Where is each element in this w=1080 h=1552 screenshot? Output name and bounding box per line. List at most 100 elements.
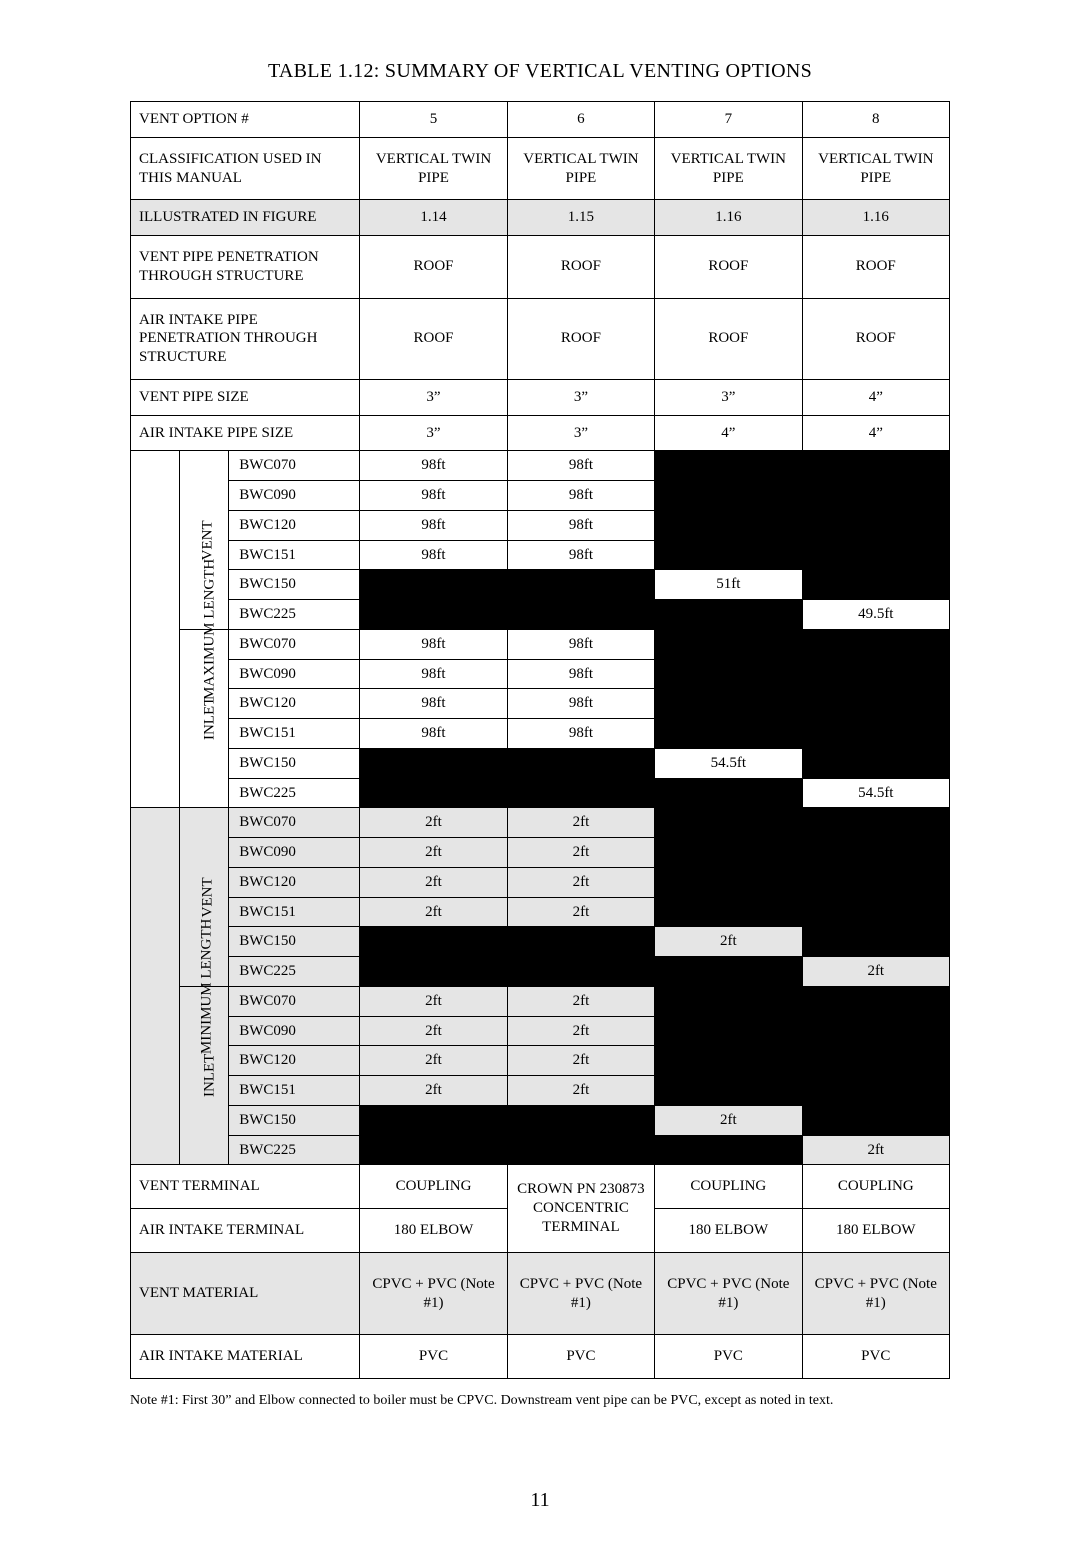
- label-vent-penetration: VENT PIPE PENETRATION THROUGH STRUCTURE: [131, 236, 360, 299]
- cell: [802, 748, 949, 778]
- model-cell: BWC225: [229, 778, 360, 808]
- cell: CPVC + PVC (Note #1): [802, 1252, 949, 1335]
- cell: [802, 1046, 949, 1076]
- cell: 3”: [360, 415, 507, 451]
- table-row: INLETBWC07098ft98ft: [131, 629, 950, 659]
- cell: 98ft: [507, 510, 654, 540]
- cell: ROOF: [655, 298, 802, 379]
- row-air-size: AIR INTAKE PIPE SIZE 3” 3” 4” 4”: [131, 415, 950, 451]
- cell: [507, 927, 654, 957]
- cell: 3”: [655, 379, 802, 415]
- cell: 1.14: [360, 200, 507, 236]
- cell: 1.15: [507, 200, 654, 236]
- model-cell: BWC120: [229, 1046, 360, 1076]
- cell: PVC: [655, 1335, 802, 1379]
- cell: [360, 1135, 507, 1165]
- model-cell: BWC070: [229, 629, 360, 659]
- table-title: TABLE 1.12: SUMMARY OF VERTICAL VENTING …: [130, 60, 950, 83]
- cell: 98ft: [507, 481, 654, 511]
- table-row: INLETBWC0702ft2ft: [131, 986, 950, 1016]
- cell: 98ft: [360, 719, 507, 749]
- cell: [655, 1135, 802, 1165]
- row-air-material: AIR INTAKE MATERIAL PVC PVC PVC PVC: [131, 1335, 950, 1379]
- cell: [360, 778, 507, 808]
- cell: 98ft: [507, 629, 654, 659]
- cell: CPVC + PVC (Note #1): [655, 1252, 802, 1335]
- model-cell: BWC150: [229, 1105, 360, 1135]
- model-cell: BWC070: [229, 451, 360, 481]
- cell: COUPLING: [360, 1165, 507, 1209]
- row-vent-size: VENT PIPE SIZE 3” 3” 3” 4”: [131, 379, 950, 415]
- cell: 3”: [507, 415, 654, 451]
- table-row: BWC0902ft2ft: [131, 1016, 950, 1046]
- label-air-material: AIR INTAKE MATERIAL: [131, 1335, 360, 1379]
- cell: 54.5ft: [655, 748, 802, 778]
- cell: ROOF: [655, 236, 802, 299]
- label-illustrated: ILLUSTRATED IN FIGURE: [131, 200, 360, 236]
- model-cell: BWC150: [229, 570, 360, 600]
- cell: [655, 1016, 802, 1046]
- cell: [655, 689, 802, 719]
- table-row: BWC1512ft2ft: [131, 897, 950, 927]
- cell: [507, 570, 654, 600]
- model-cell: BWC090: [229, 1016, 360, 1046]
- table-row: BWC1202ft2ft: [131, 1046, 950, 1076]
- cell: [655, 986, 802, 1016]
- cell: 6: [507, 102, 654, 138]
- table-row: BWC1202ft2ft: [131, 867, 950, 897]
- table-row: BWC15198ft98ft: [131, 540, 950, 570]
- cell: ROOF: [360, 236, 507, 299]
- cell: [360, 600, 507, 630]
- cell: [802, 986, 949, 1016]
- cell: [655, 867, 802, 897]
- cell: [655, 778, 802, 808]
- cell: 2ft: [507, 808, 654, 838]
- cell: 98ft: [360, 451, 507, 481]
- cell: COUPLING: [802, 1165, 949, 1209]
- row-vent-terminal: VENT TERMINAL COUPLING CROWN PN 230873 C…: [131, 1165, 950, 1209]
- cell: 98ft: [360, 659, 507, 689]
- cell: 1.16: [802, 200, 949, 236]
- table-row: BWC12098ft98ft: [131, 689, 950, 719]
- cell: [507, 1105, 654, 1135]
- length-group-label: MINIMUM LENGTH: [131, 808, 180, 1165]
- cell: 2ft: [507, 986, 654, 1016]
- model-cell: BWC225: [229, 957, 360, 987]
- cell: [802, 481, 949, 511]
- cell: 4”: [802, 379, 949, 415]
- row-vent-penetration: VENT PIPE PENETRATION THROUGH STRUCTURE …: [131, 236, 950, 299]
- model-cell: BWC120: [229, 867, 360, 897]
- cell: 3”: [507, 379, 654, 415]
- table-row: BWC1512ft2ft: [131, 1076, 950, 1106]
- cell: [360, 570, 507, 600]
- cell: 98ft: [507, 540, 654, 570]
- cell: [802, 838, 949, 868]
- cell: [802, 897, 949, 927]
- table-row: MAXIMUM LENGTHVENTBWC07098ft98ft: [131, 451, 950, 481]
- label-vent-material: VENT MATERIAL: [131, 1252, 360, 1335]
- cell: [507, 748, 654, 778]
- table-row: BWC15054.5ft: [131, 748, 950, 778]
- cell: ROOF: [507, 298, 654, 379]
- cell: 98ft: [360, 689, 507, 719]
- cell: 51ft: [655, 570, 802, 600]
- cell: 54.5ft: [802, 778, 949, 808]
- label-vent-option: VENT OPTION #: [131, 102, 360, 138]
- cell: 2ft: [507, 867, 654, 897]
- label-air-penetration: AIR INTAKE PIPE PENETRATION THROUGH STRU…: [131, 298, 360, 379]
- cell: [802, 867, 949, 897]
- table-row: BWC0902ft2ft: [131, 838, 950, 868]
- model-cell: BWC120: [229, 689, 360, 719]
- cell: 2ft: [655, 1105, 802, 1135]
- cell: [655, 481, 802, 511]
- table-row: BWC225 54.5ft: [131, 778, 950, 808]
- cell: [802, 629, 949, 659]
- cell: ROOF: [507, 236, 654, 299]
- cell: ROOF: [802, 298, 949, 379]
- cell: [802, 1076, 949, 1106]
- cell: [655, 1046, 802, 1076]
- cell: 98ft: [507, 689, 654, 719]
- cell: 2ft: [507, 897, 654, 927]
- model-cell: BWC070: [229, 808, 360, 838]
- cell: 2ft: [360, 986, 507, 1016]
